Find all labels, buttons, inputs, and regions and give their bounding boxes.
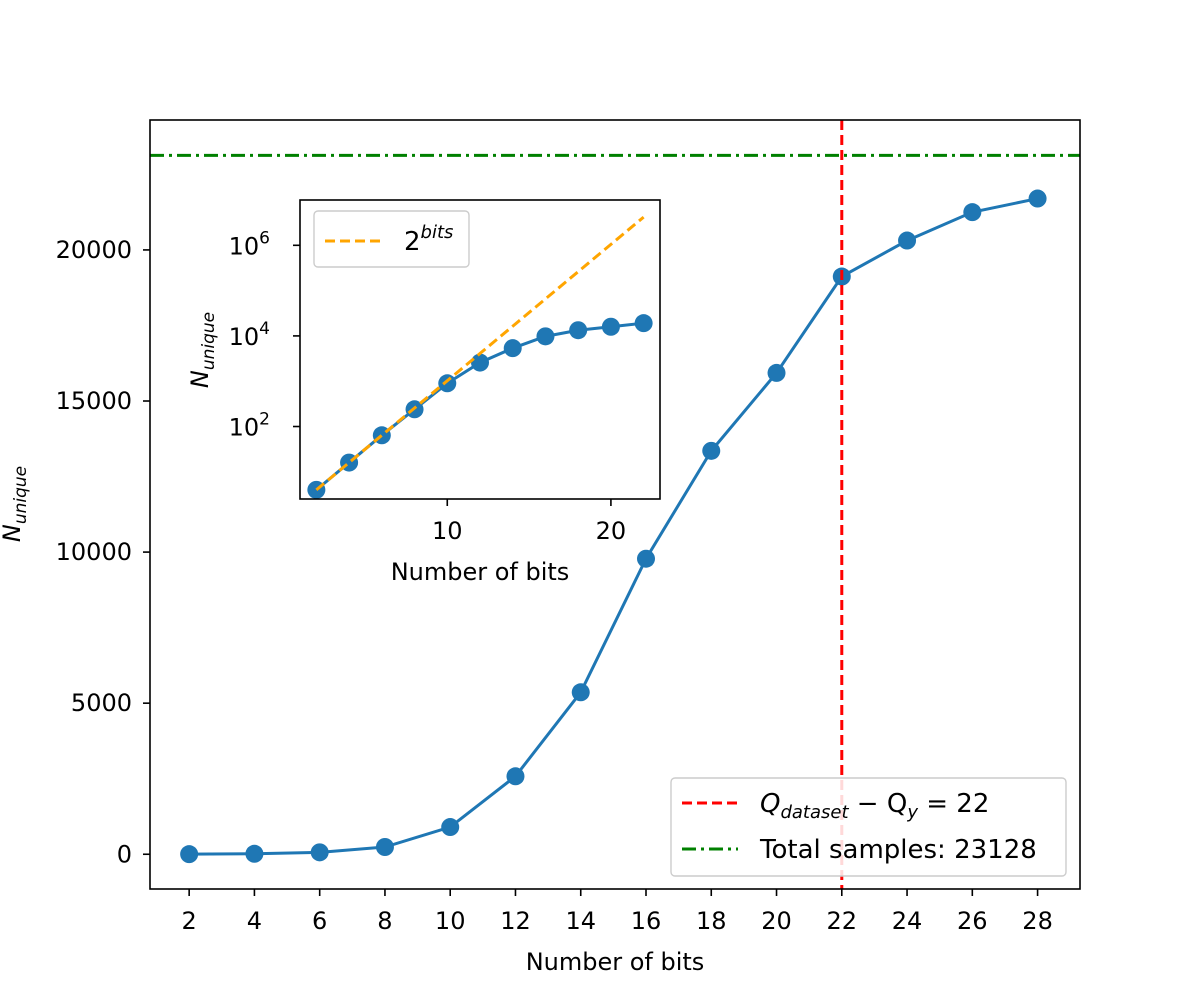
main-x-tick-label: 6: [312, 907, 327, 935]
main-data-point: [898, 231, 917, 250]
main-data-point: [767, 363, 786, 382]
inset-2bits-line: [315, 215, 645, 491]
main-data-point: [963, 203, 982, 222]
main-data-point: [180, 845, 199, 864]
main-data-point: [702, 441, 721, 460]
main-x-tick-label: 14: [565, 907, 596, 935]
main-x-tick-label: 12: [500, 907, 531, 935]
main-data-point: [245, 844, 264, 863]
main-data-point: [1028, 189, 1047, 208]
inset-y-tick-label: 106: [229, 228, 270, 260]
main-plot-frame: [149, 119, 1081, 890]
inset-x-axis-label: Number of bits: [391, 558, 570, 586]
main-data-point: [637, 549, 655, 568]
main-x-tick-label: 20: [761, 907, 792, 935]
main-legend-frame: [670, 777, 1067, 877]
inset-y-tick-label: 104: [229, 319, 270, 351]
main-x-tick-label: 22: [827, 907, 858, 935]
legend-label-2bits: 2bits: [404, 222, 453, 257]
main-x-tick-label: 24: [892, 907, 923, 935]
inset-legend-frame: [313, 210, 470, 268]
inset-data-point: [601, 317, 620, 336]
inset-legend: 2bits: [313, 210, 470, 268]
inset-plot-frame: [299, 199, 661, 500]
inset-data-point: [569, 321, 588, 340]
main-y-axis-label: Nunique: [0, 466, 31, 542]
main-plot: 2 4 6 8 10 12 14 16 18 20 22 24 26 28 050001000015000…: [0, 119, 1081, 976]
main-x-tick-label: 4: [247, 907, 262, 935]
main-data-point: [375, 837, 394, 856]
inset-plot: 10 20 102 104 106 Number of bits Nunique 2b…: [186, 199, 661, 586]
inset-data-point: [503, 339, 522, 358]
main-legend: Qdataset − Qy = 22 Total samples: 23128: [670, 777, 1067, 877]
main-y-tick-label: 5000: [71, 689, 132, 717]
inset-x-tick-label: 10: [432, 517, 463, 545]
main-x-tick-label: 8: [377, 907, 392, 935]
main-data-point: [571, 683, 590, 702]
inset-y-tick-label: 102: [229, 410, 270, 442]
inset-y-axis-label: Nunique: [186, 312, 219, 388]
main-y-tick-label: 20000: [56, 236, 132, 264]
legend-label-total-samples: Total samples: 23128: [759, 835, 1037, 865]
main-data-point: [506, 767, 525, 786]
main-x-tick-label: 10: [435, 907, 466, 935]
main-y-tick-label: 10000: [56, 538, 132, 566]
inset-data-point: [438, 374, 457, 393]
inset-data-point: [536, 327, 555, 346]
main-series-line: [189, 197, 1038, 856]
inset-x-tick-label: 20: [596, 517, 627, 545]
main-x-axis-label: Number of bits: [526, 948, 705, 976]
main-data-point: [441, 818, 460, 837]
legend-label-q-dataset: Qdataset − Qy = 22: [760, 789, 989, 823]
inset-data-point: [471, 353, 489, 372]
main-x-tick-label: 28: [1022, 907, 1053, 935]
main-y-tick-label: 0: [117, 840, 132, 868]
main-x-tick-label: 2: [182, 907, 197, 935]
main-x-tick-label: 26: [957, 907, 988, 935]
main-data-point: [310, 843, 329, 862]
inset-data-point: [634, 314, 653, 333]
main-x-tick-label: 18: [696, 907, 727, 935]
main-y-tick-label: 15000: [56, 387, 132, 415]
main-x-tick-label: 16: [631, 907, 662, 935]
